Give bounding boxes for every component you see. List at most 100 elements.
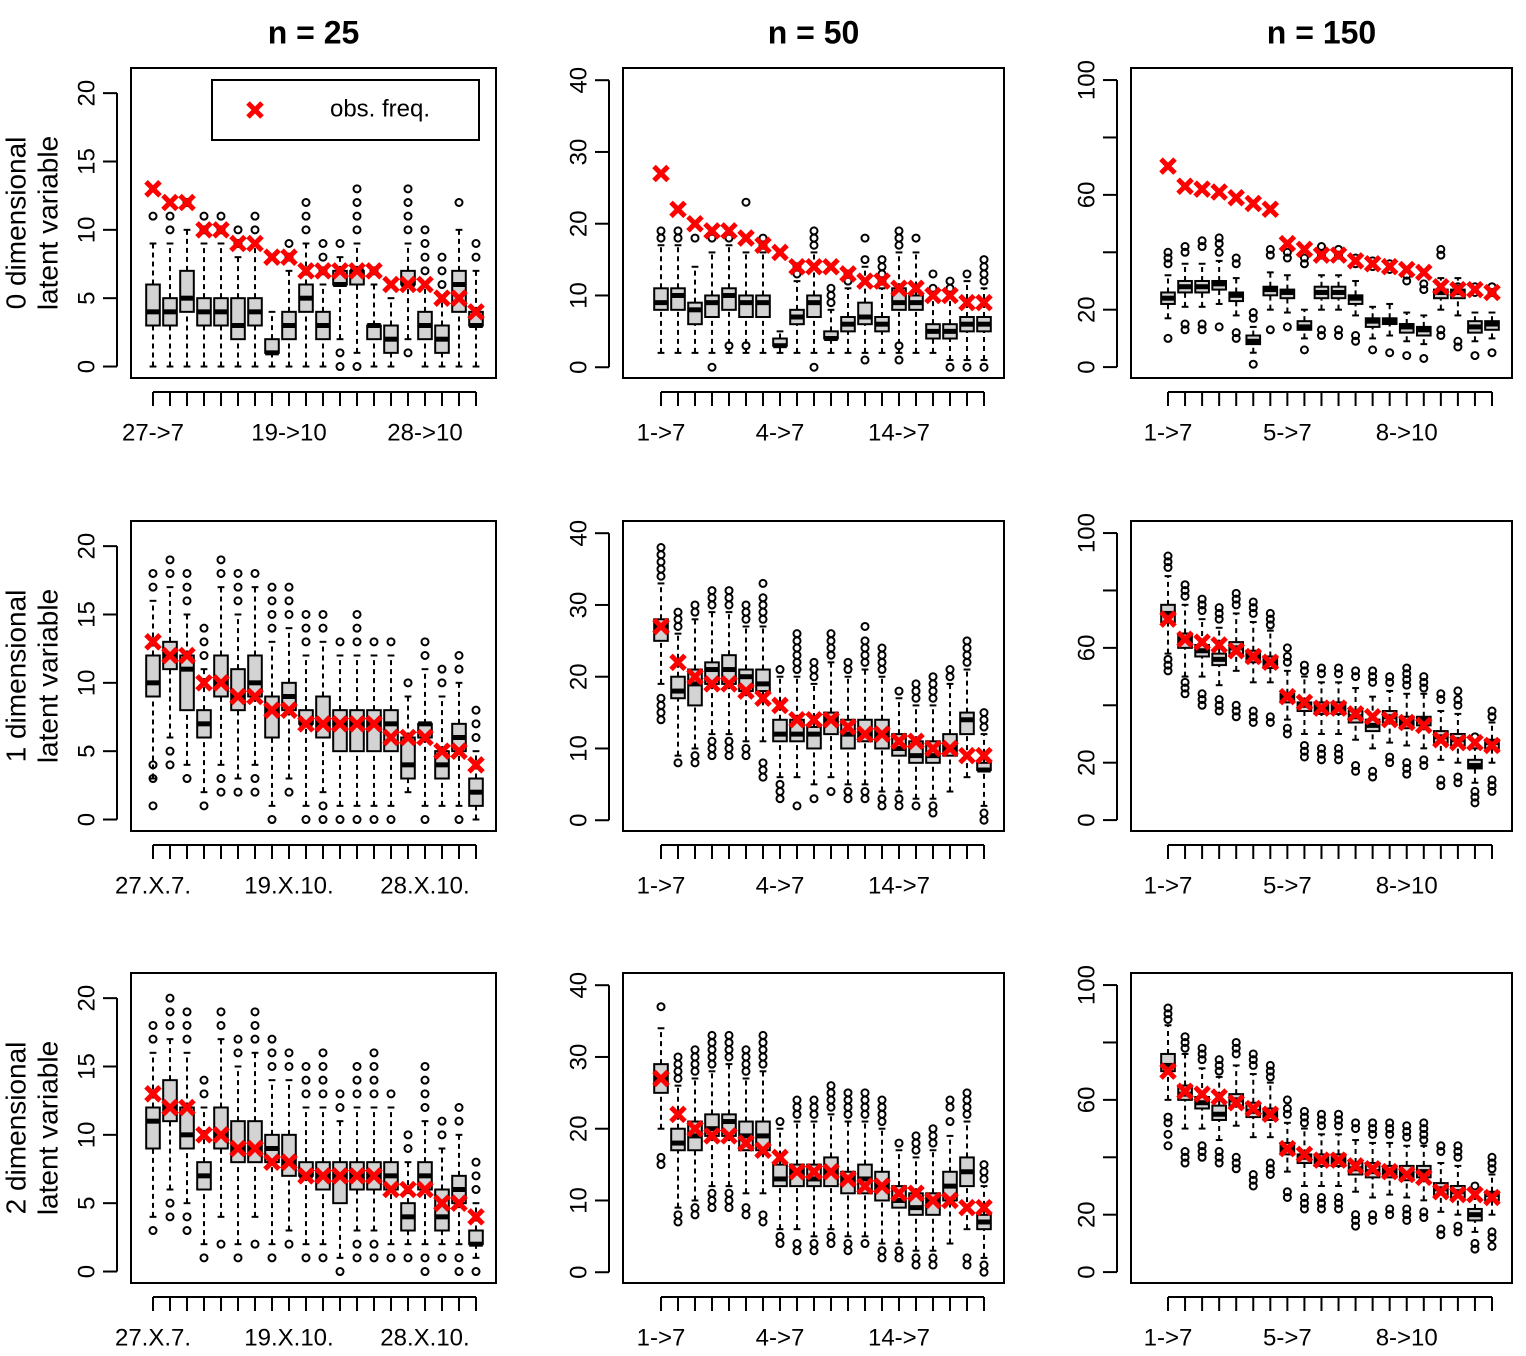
outlier <box>911 679 921 689</box>
y-tick-label: 20 <box>565 210 592 237</box>
outlier <box>809 1239 819 1249</box>
obs-marker <box>382 728 400 747</box>
outlier <box>656 1002 666 1012</box>
obs-marker <box>1227 641 1245 660</box>
obs-marker <box>399 275 417 294</box>
obs-marker <box>652 1069 670 1088</box>
outlier <box>860 1095 870 1105</box>
outlier <box>1299 1198 1309 1208</box>
obs-marker <box>246 234 264 253</box>
outlier <box>809 362 819 372</box>
outlier <box>1197 1043 1207 1053</box>
outlier <box>403 184 413 194</box>
outlier <box>741 1045 751 1055</box>
obs-marker <box>975 746 993 765</box>
outlier <box>1453 778 1463 788</box>
outlier <box>1385 1118 1395 1128</box>
outlier <box>1231 588 1241 598</box>
outlier <box>1197 319 1207 329</box>
outlier <box>1197 242 1207 252</box>
outlier <box>1299 345 1309 355</box>
y-tick-label: 60 <box>1073 635 1100 662</box>
box <box>145 283 161 327</box>
obs-marker <box>348 1167 366 1185</box>
outlier <box>1214 1060 1224 1070</box>
outlier <box>826 643 836 653</box>
outlier <box>1265 718 1275 727</box>
outlier <box>826 290 836 300</box>
outlier <box>182 1007 192 1017</box>
outlier <box>437 280 447 290</box>
outlier <box>775 665 785 675</box>
obs-marker <box>873 272 891 290</box>
outlier <box>707 736 717 746</box>
outlier <box>250 568 260 578</box>
obs-marker <box>1193 633 1211 651</box>
outlier <box>1282 723 1292 733</box>
outlier <box>148 1226 158 1236</box>
outlier <box>1163 1112 1173 1122</box>
obs-marker <box>958 293 976 312</box>
outlier <box>928 283 938 293</box>
outlier <box>216 787 226 797</box>
outlier <box>792 636 802 646</box>
outlier <box>1385 348 1395 358</box>
outlier <box>928 801 938 811</box>
outlier <box>1299 1106 1309 1116</box>
box <box>857 301 873 326</box>
outlier <box>199 1089 209 1099</box>
obs-marker <box>280 701 298 719</box>
outlier <box>792 1109 802 1119</box>
obs-marker <box>1227 188 1245 207</box>
obs-marker <box>873 1177 891 1195</box>
outlier <box>758 1210 768 1220</box>
outlier <box>471 1171 481 1181</box>
obs-marker <box>975 293 993 312</box>
obs-marker <box>1176 1082 1194 1101</box>
outlier <box>1334 325 1344 335</box>
obs-marker <box>195 221 213 239</box>
outlier <box>945 276 955 286</box>
outlier <box>911 1253 921 1263</box>
outlier <box>1368 766 1378 776</box>
obs-marker <box>1329 1151 1348 1169</box>
outlier <box>945 665 955 675</box>
outlier <box>707 1030 717 1040</box>
outlier <box>724 751 734 761</box>
y-tick-label: 0 <box>73 813 100 826</box>
outlier <box>1368 1124 1378 1134</box>
obs-marker <box>246 1139 264 1158</box>
outlier <box>250 787 260 797</box>
outlier <box>707 751 717 761</box>
outlier <box>809 657 819 667</box>
outlier <box>182 1226 192 1236</box>
obs-marker <box>1278 1139 1297 1158</box>
y-tick-label: 0 <box>73 1265 100 1278</box>
box <box>806 294 822 319</box>
outlier <box>775 794 785 804</box>
y-axis-label: 2 dimensional <box>0 1042 31 1215</box>
outlier <box>182 1212 192 1222</box>
outlier <box>1163 1009 1173 1019</box>
obs-marker <box>1312 1151 1331 1169</box>
obs-marker <box>1466 1185 1484 1204</box>
outlier <box>1180 1158 1190 1168</box>
outlier <box>301 815 311 825</box>
outlier <box>843 1109 853 1119</box>
outlier <box>1265 614 1275 624</box>
outlier <box>1316 743 1326 753</box>
outlier <box>860 255 870 265</box>
outlier <box>267 815 277 825</box>
outlier <box>1248 1175 1258 1185</box>
outlier <box>1180 1152 1190 1162</box>
obs-marker <box>399 1180 417 1199</box>
outlier <box>1282 1187 1292 1197</box>
x-tick-label: 28->10 <box>387 419 462 446</box>
outlier <box>1282 1192 1292 1202</box>
outlier <box>352 623 362 633</box>
obs-marker <box>212 1126 230 1144</box>
obs-marker <box>1210 636 1228 654</box>
outlier <box>335 637 345 647</box>
plot-frame <box>1130 520 1513 832</box>
outlier <box>1299 1192 1309 1202</box>
